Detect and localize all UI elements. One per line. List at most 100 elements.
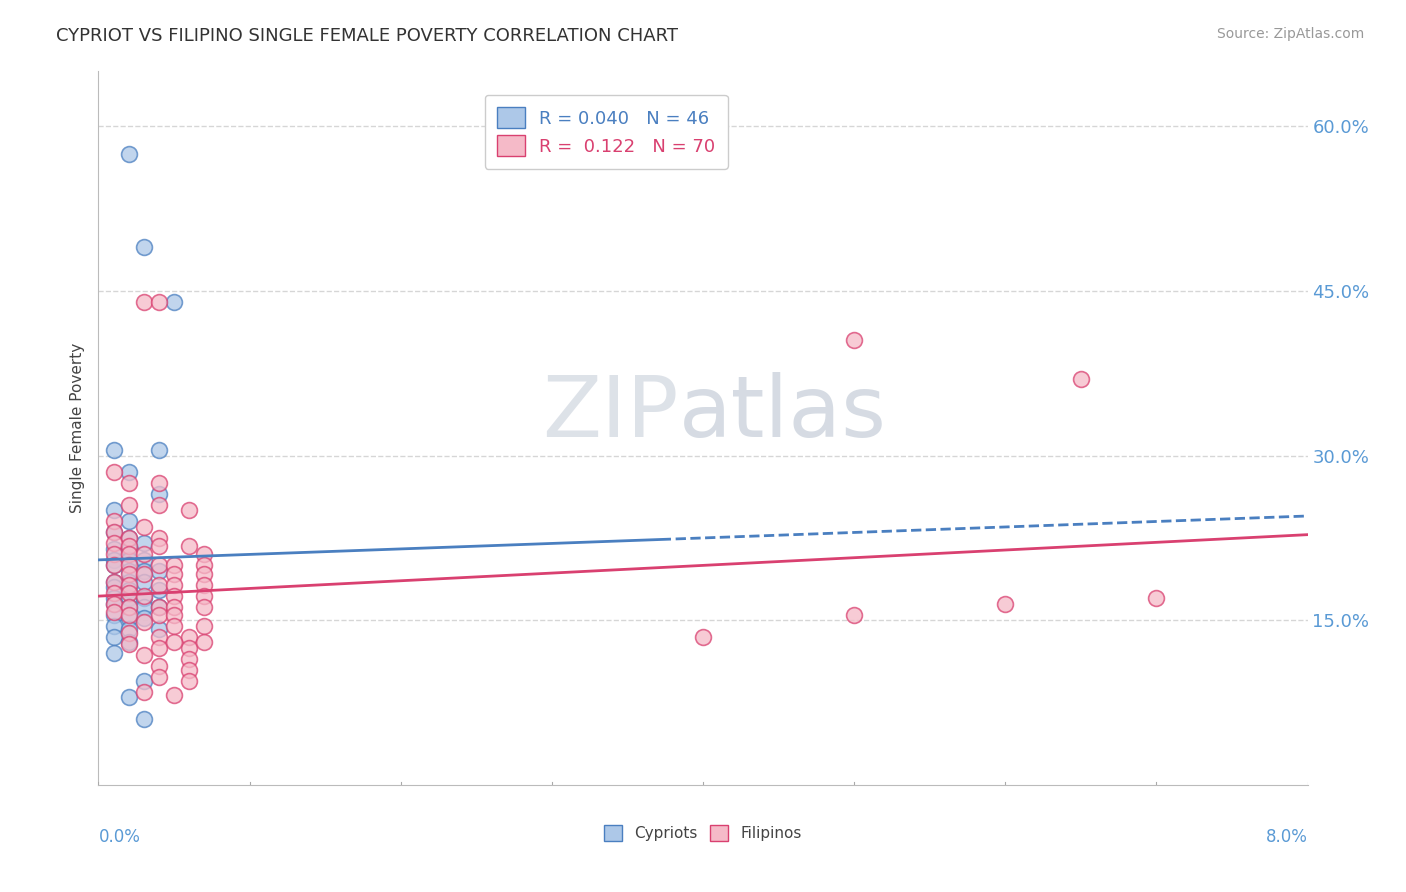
Point <box>132 615 155 630</box>
Point <box>103 558 125 573</box>
Point <box>118 146 141 161</box>
Point <box>148 531 170 545</box>
Point <box>148 600 170 615</box>
Point <box>148 607 170 622</box>
Point <box>163 600 186 615</box>
Point <box>132 600 155 615</box>
Point <box>163 558 186 573</box>
Point <box>103 525 125 540</box>
Point <box>103 586 125 600</box>
Point <box>118 574 141 589</box>
Point <box>118 635 141 649</box>
Point <box>132 712 155 726</box>
Point <box>163 635 186 649</box>
Point <box>103 605 125 619</box>
Text: Source: ZipAtlas.com: Source: ZipAtlas.com <box>1216 27 1364 41</box>
Point <box>118 690 141 705</box>
Point <box>132 589 155 603</box>
Point <box>179 539 201 553</box>
Point <box>118 531 141 545</box>
Point <box>179 673 201 688</box>
Point <box>118 582 141 597</box>
Point <box>118 611 141 625</box>
Point <box>163 619 186 633</box>
Point <box>148 630 170 644</box>
Point <box>132 553 155 567</box>
Point <box>118 476 141 491</box>
Point <box>132 648 155 663</box>
Point <box>132 684 155 698</box>
Point <box>118 586 141 600</box>
Point <box>103 597 125 611</box>
Point <box>148 476 170 491</box>
Point <box>118 465 141 479</box>
Point <box>163 607 186 622</box>
Point <box>844 334 866 348</box>
Point <box>132 536 155 550</box>
Point <box>103 465 125 479</box>
Point <box>179 663 201 677</box>
Point <box>1070 372 1092 386</box>
Point <box>692 630 714 644</box>
Point <box>179 640 201 655</box>
Point <box>118 591 141 606</box>
Text: 8.0%: 8.0% <box>1265 828 1308 846</box>
Point <box>118 637 141 651</box>
Point <box>163 567 186 582</box>
Point <box>193 635 215 649</box>
Point <box>118 622 141 636</box>
Point <box>179 651 201 665</box>
Point <box>118 567 141 582</box>
Point <box>163 589 186 603</box>
Point <box>103 541 125 556</box>
Point <box>103 646 125 660</box>
Point <box>103 630 125 644</box>
Point <box>193 548 215 562</box>
Point <box>148 582 170 597</box>
Point <box>148 539 170 553</box>
Point <box>132 567 155 582</box>
Point <box>132 591 155 606</box>
Point <box>103 525 125 540</box>
Point <box>148 659 170 673</box>
Point <box>148 600 170 615</box>
Point <box>148 670 170 684</box>
Point <box>193 619 215 633</box>
Point <box>193 567 215 582</box>
Text: 0.0%: 0.0% <box>98 828 141 846</box>
Point <box>148 622 170 636</box>
Point <box>148 498 170 512</box>
Point <box>103 607 125 622</box>
Point <box>103 548 125 562</box>
Point <box>118 558 141 573</box>
Point <box>103 574 125 589</box>
Point <box>118 600 141 615</box>
Point <box>103 580 125 594</box>
Point <box>103 515 125 529</box>
Text: atlas: atlas <box>679 372 887 456</box>
Point <box>132 564 155 578</box>
Point <box>179 503 201 517</box>
Legend: Cypriots, Filipinos: Cypriots, Filipinos <box>596 817 810 848</box>
Point <box>118 531 141 545</box>
Point <box>148 578 170 592</box>
Point <box>994 597 1017 611</box>
Point <box>844 607 866 622</box>
Point <box>118 607 141 622</box>
Point <box>163 688 186 702</box>
Point <box>118 548 141 562</box>
Point <box>148 640 170 655</box>
Point <box>163 578 186 592</box>
Point <box>103 443 125 458</box>
Point <box>103 574 125 589</box>
Text: CYPRIOT VS FILIPINO SINGLE FEMALE POVERTY CORRELATION CHART: CYPRIOT VS FILIPINO SINGLE FEMALE POVERT… <box>56 27 678 45</box>
Point <box>118 539 141 553</box>
Point <box>148 564 170 578</box>
Point <box>118 564 141 578</box>
Point <box>103 503 125 517</box>
Point <box>148 443 170 458</box>
Point <box>132 240 155 254</box>
Point <box>132 611 155 625</box>
Point <box>148 487 170 501</box>
Point <box>1146 591 1168 606</box>
